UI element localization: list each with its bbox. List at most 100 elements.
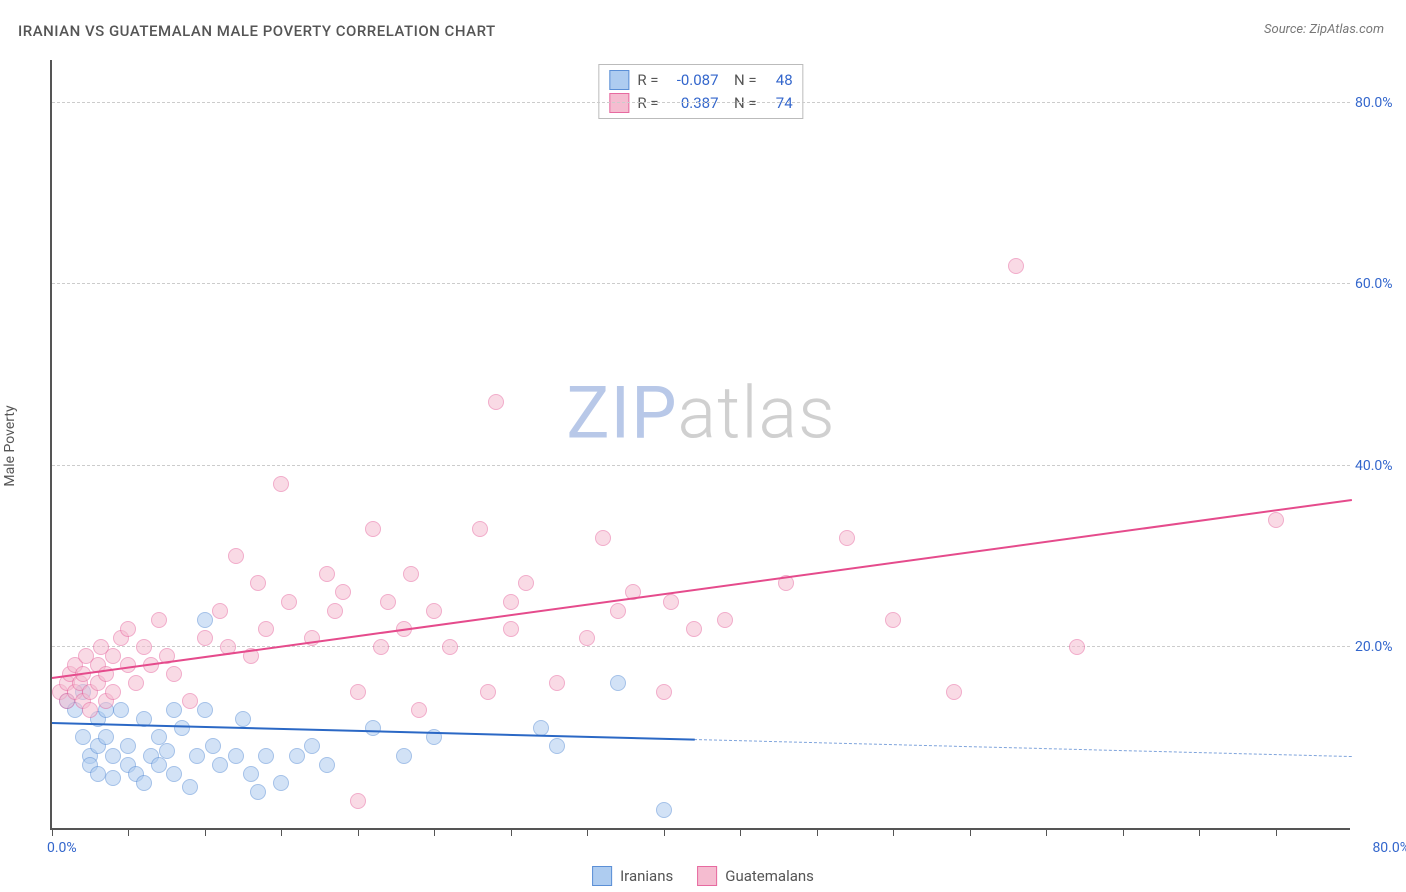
data-point xyxy=(250,784,266,800)
data-point xyxy=(212,757,228,773)
data-point xyxy=(228,548,244,564)
data-point xyxy=(258,621,274,637)
data-point xyxy=(174,720,190,736)
data-point xyxy=(166,702,182,718)
y-axis-label: Male Poverty xyxy=(2,405,18,486)
data-point xyxy=(380,594,396,610)
data-point xyxy=(75,729,91,745)
series-legend: Iranians Guatemalans xyxy=(592,866,814,886)
x-tick xyxy=(358,828,359,836)
y-tick-label: 20.0% xyxy=(1355,639,1406,655)
data-point xyxy=(90,766,106,782)
y-tick-label: 40.0% xyxy=(1355,458,1406,474)
data-point xyxy=(228,748,244,764)
source-prefix: Source: xyxy=(1264,22,1309,37)
data-point xyxy=(304,738,320,754)
x-tick xyxy=(52,828,53,836)
correlation-stats-box: R =-0.087 N =48R =0.387 N =74 xyxy=(598,64,803,119)
data-point xyxy=(663,594,679,610)
x-tick xyxy=(1199,828,1200,836)
data-point xyxy=(273,476,289,492)
data-point xyxy=(365,720,381,736)
data-point xyxy=(549,675,565,691)
data-point xyxy=(442,639,458,655)
legend-item: Guatemalans xyxy=(697,866,814,886)
data-point xyxy=(518,575,534,591)
y-tick-label: 80.0% xyxy=(1355,95,1406,111)
legend-label: Guatemalans xyxy=(725,867,814,885)
chart-title: IRANIAN VS GUATEMALAN MALE POVERTY CORRE… xyxy=(18,22,496,40)
data-point xyxy=(289,748,305,764)
data-point xyxy=(182,693,198,709)
legend-swatch xyxy=(592,866,612,886)
data-point xyxy=(151,757,167,773)
data-point xyxy=(159,743,175,759)
data-point xyxy=(250,575,266,591)
data-point xyxy=(197,630,213,646)
data-point xyxy=(839,530,855,546)
data-point xyxy=(205,738,221,754)
data-point xyxy=(503,621,519,637)
x-tick xyxy=(1123,828,1124,836)
data-point xyxy=(182,779,198,795)
stats-row: R =-0.087 N =48 xyxy=(609,69,792,92)
data-point xyxy=(656,684,672,700)
data-point xyxy=(1008,258,1024,274)
gridline xyxy=(52,102,1350,103)
data-point xyxy=(281,594,297,610)
data-point xyxy=(166,666,182,682)
data-point xyxy=(717,612,733,628)
data-point xyxy=(426,603,442,619)
series-swatch xyxy=(609,70,629,90)
data-point xyxy=(885,612,901,628)
data-point xyxy=(189,748,205,764)
data-point xyxy=(1268,512,1284,528)
watermark: ZIPatlas xyxy=(566,371,835,456)
gridline xyxy=(52,646,1350,647)
trend-line xyxy=(52,498,1352,678)
x-tick xyxy=(434,828,435,836)
n-value: 48 xyxy=(765,69,793,92)
data-point xyxy=(105,648,121,664)
data-point xyxy=(686,621,702,637)
data-point xyxy=(235,711,251,727)
data-point xyxy=(82,702,98,718)
data-point xyxy=(197,612,213,628)
data-point xyxy=(273,775,289,791)
data-point xyxy=(319,757,335,773)
x-tick xyxy=(740,828,741,836)
data-point xyxy=(373,639,389,655)
data-point xyxy=(335,584,351,600)
data-point xyxy=(212,603,228,619)
source-credit: Source: ZipAtlas.com xyxy=(1264,22,1384,37)
x-tick xyxy=(587,828,588,836)
data-point xyxy=(105,770,121,786)
data-point xyxy=(365,521,381,537)
data-point xyxy=(197,702,213,718)
data-point xyxy=(151,612,167,628)
source-name: ZipAtlas.com xyxy=(1309,22,1384,37)
data-point xyxy=(403,566,419,582)
data-point xyxy=(503,594,519,610)
legend-label: Iranians xyxy=(620,867,673,885)
data-point xyxy=(327,603,343,619)
data-point xyxy=(105,748,121,764)
gridline xyxy=(52,465,1350,466)
data-point xyxy=(136,639,152,655)
scatter-plot-area: ZIPatlas R =-0.087 N =48R =0.387 N =74 2… xyxy=(50,60,1350,830)
data-point xyxy=(411,702,427,718)
data-point xyxy=(480,684,496,700)
data-point xyxy=(98,729,114,745)
y-tick-label: 60.0% xyxy=(1355,276,1406,292)
trend-line-dashed xyxy=(694,739,1352,757)
data-point xyxy=(488,394,504,410)
x-tick-label: 0.0% xyxy=(47,840,77,856)
watermark-atlas: atlas xyxy=(678,371,836,456)
x-tick xyxy=(128,828,129,836)
data-point xyxy=(113,702,129,718)
x-tick xyxy=(205,828,206,836)
data-point xyxy=(396,748,412,764)
data-point xyxy=(656,802,672,818)
x-tick xyxy=(893,828,894,836)
data-point xyxy=(166,766,182,782)
